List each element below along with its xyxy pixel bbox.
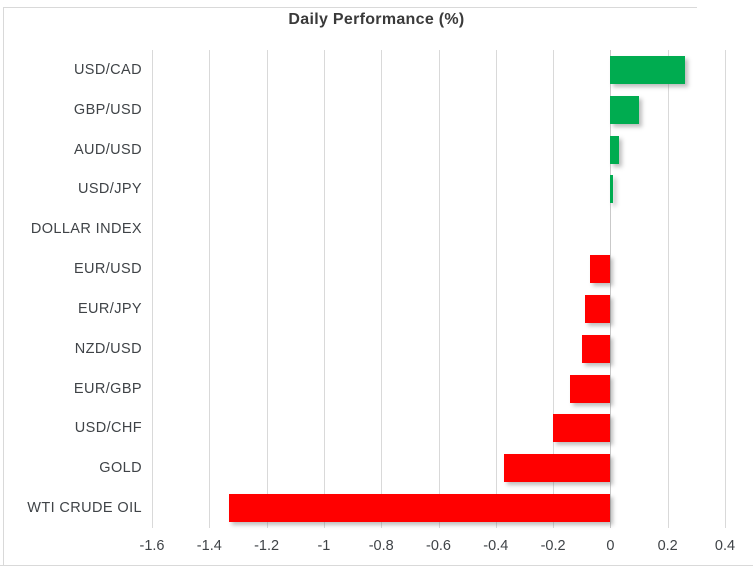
bar-wti-crude-oil — [229, 494, 611, 523]
category-label-eur-usd: EUR/USD — [73, 261, 142, 278]
bar-gold — [504, 454, 611, 483]
x-tick-label: -0.2 — [540, 538, 566, 554]
bar-usd-chf — [553, 414, 611, 443]
category-label-dollar-index: DOLLAR INDEX — [30, 221, 142, 238]
gridline — [323, 50, 325, 528]
category-label-gold: GOLD — [99, 460, 142, 477]
x-tick-label: -0.4 — [483, 538, 509, 554]
gridline — [553, 50, 555, 528]
category-label-gbp-usd: GBP/USD — [73, 101, 142, 118]
category-label-usd-jpy: USD/JPY — [77, 181, 142, 198]
x-tick-label: -1.6 — [139, 538, 165, 554]
x-tick-label: 0.2 — [657, 538, 678, 554]
x-tick-label: 0 — [606, 538, 615, 554]
x-tick-label: 0.4 — [714, 538, 736, 554]
category-label-usd-cad: USD/CAD — [73, 61, 142, 78]
bar-eur-usd — [590, 255, 611, 284]
gridline — [209, 50, 211, 528]
gridline — [667, 50, 669, 528]
gridline — [152, 50, 153, 528]
category-label-wti-crude-oil: WTI CRUDE OIL — [27, 500, 142, 517]
category-label-nzd-usd: NZD/USD — [74, 340, 142, 357]
chart-title: Daily Performance (%) — [288, 11, 465, 28]
gridline — [381, 50, 383, 528]
gridline — [495, 50, 497, 528]
value-axis: -1.6 -1.4 -1.2 -1 -0.8 -0.6 -0.4 -0.2 0 0.2 0.4 — [0, 538, 753, 558]
gridline — [725, 50, 726, 528]
x-tick-label: -1.2 — [254, 538, 280, 554]
category-axis: USD/CAD GBP/USD AUD/USD USD/JPY DOLLAR INDEX… — [0, 50, 142, 528]
gridline — [438, 50, 440, 528]
gridline — [266, 50, 268, 528]
chart-border-left — [3, 7, 4, 565]
bar-eur-gbp — [570, 374, 611, 403]
zero-axis-line — [610, 50, 612, 528]
x-tick-label: -1 — [317, 538, 331, 554]
category-label-eur-jpy: EUR/JPY — [77, 300, 142, 317]
bar-usd-jpy — [610, 175, 614, 204]
x-tick-label: -0.6 — [426, 538, 451, 554]
x-tick-label: -1.4 — [196, 538, 222, 554]
plot-area — [152, 50, 726, 528]
category-label-usd-chf: USD/CHF — [74, 420, 142, 437]
category-label-eur-gbp: EUR/GBP — [73, 380, 142, 397]
x-tick-label: -0.8 — [368, 538, 394, 554]
bar-eur-jpy — [584, 294, 611, 323]
bar-usd-cad — [610, 55, 685, 84]
chart-border-top — [3, 7, 697, 8]
chart-border-bottom — [0, 565, 753, 566]
category-label-aud-usd: AUD/USD — [73, 141, 142, 158]
bar-nzd-usd — [581, 334, 611, 363]
bar-gbp-usd — [610, 95, 640, 124]
bar-aud-usd — [610, 135, 619, 164]
